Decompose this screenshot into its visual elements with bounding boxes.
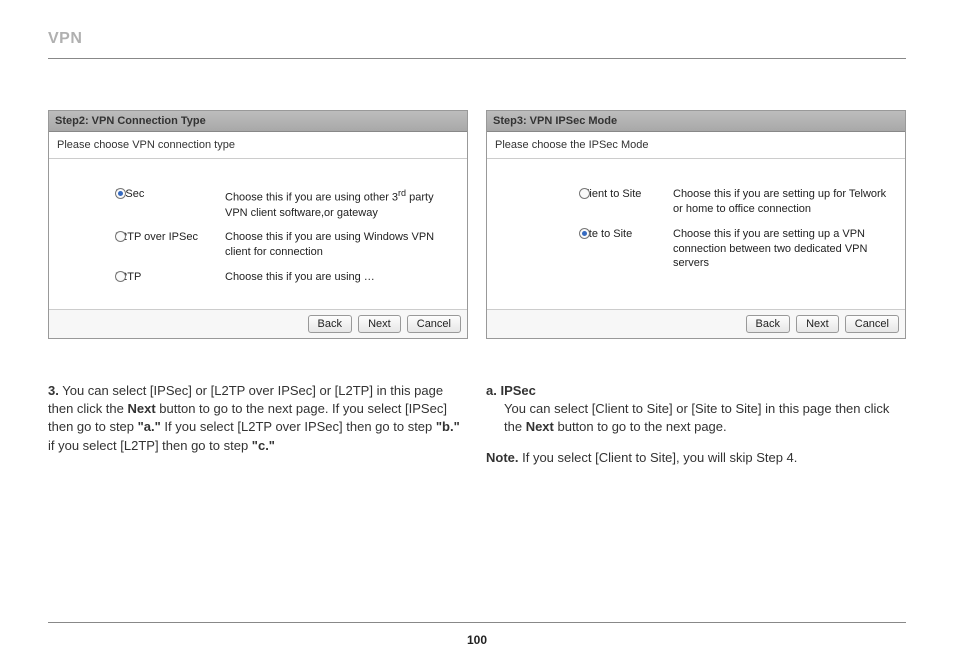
note-body: If you select [Client to Site], you will… [519,450,798,465]
instruction-left: 3. You can select [IPSec] or [L2TP over … [48,382,468,479]
step3-text-4: if you select [L2TP] then go to step [48,438,252,453]
radio-l2tp[interactable] [115,271,126,282]
back-button[interactable]: Back [308,315,352,333]
panel-step2-buttons: Back Next Cancel [49,309,467,338]
option-l2tp-desc: Choose this if you are using … [225,270,457,285]
panel-step2-body: IPSec Choose this if you are using other… [49,159,467,309]
header-rule [48,58,906,59]
option-l2tp-label: L2TP [115,270,225,283]
step-a-bold-next: Next [526,419,554,434]
option-ipsec: IPSec Choose this if you are using other… [59,187,457,220]
instruction-right: a. IPSec You can select [Client to Site]… [486,382,906,479]
option-l2tp-ipsec: L2TP over IPSec Choose this if you are u… [59,230,457,260]
panel-step3-body: Client to Site Choose this if you are se… [487,159,905,309]
panel-step3-subtitle: Please choose the IPSec Mode [487,132,905,159]
option-l2tp-ipsec-desc: Choose this if you are using Windows VPN… [225,230,457,260]
radio-client-to-site[interactable] [579,188,590,199]
note-label: Note. [486,450,519,465]
step3-bold-next: Next [128,401,156,416]
back-button-2[interactable]: Back [746,315,790,333]
radio-ipsec[interactable] [115,188,126,199]
step-a-text-2: button to go to the next page. [554,419,727,434]
instruction-row: 3. You can select [IPSec] or [L2TP over … [48,382,906,479]
panels-row: Step2: VPN Connection Type Please choose… [48,110,906,339]
option-client-to-site-label: Client to Site [579,187,673,200]
footer-rule [48,622,906,623]
radio-site-to-site[interactable] [579,228,590,239]
step3-text-3: If you select [L2TP over IPSec] then go … [161,419,436,434]
option-site-to-site: Site to Site Choose this if you are sett… [497,227,895,272]
step3-bold-b: "b." [436,419,460,434]
step3-bold-c: "c." [252,438,275,453]
panel-step2: Step2: VPN Connection Type Please choose… [48,110,468,339]
option-client-to-site: Client to Site Choose this if you are se… [497,187,895,217]
panel-step3-buttons: Back Next Cancel [487,309,905,338]
panel-step2-subtitle: Please choose VPN connection type [49,132,467,159]
step3-bold-a: "a." [138,419,161,434]
cancel-button[interactable]: Cancel [407,315,461,333]
next-button-2[interactable]: Next [796,315,839,333]
option-l2tp: L2TP Choose this if you are using … [59,270,457,285]
panel-step2-title: Step2: VPN Connection Type [49,111,467,132]
step-number-3: 3. [48,383,59,398]
page-number: 100 [0,633,954,647]
option-site-to-site-desc: Choose this if you are setting up a VPN … [673,227,895,272]
step-a-heading: a. IPSec [486,383,536,398]
option-l2tp-ipsec-label: L2TP over IPSec [115,230,225,243]
option-client-to-site-desc: Choose this if you are setting up for Te… [673,187,895,217]
next-button[interactable]: Next [358,315,401,333]
option-ipsec-desc: Choose this if you are using other 3rd p… [225,187,457,220]
cancel-button-2[interactable]: Cancel [845,315,899,333]
panel-step3: Step3: VPN IPSec Mode Please choose the … [486,110,906,339]
page-title: VPN [48,30,82,48]
option-site-to-site-label: Site to Site [579,227,673,240]
panel-step3-title: Step3: VPN IPSec Mode [487,111,905,132]
option-ipsec-label: IPSec [115,187,225,200]
